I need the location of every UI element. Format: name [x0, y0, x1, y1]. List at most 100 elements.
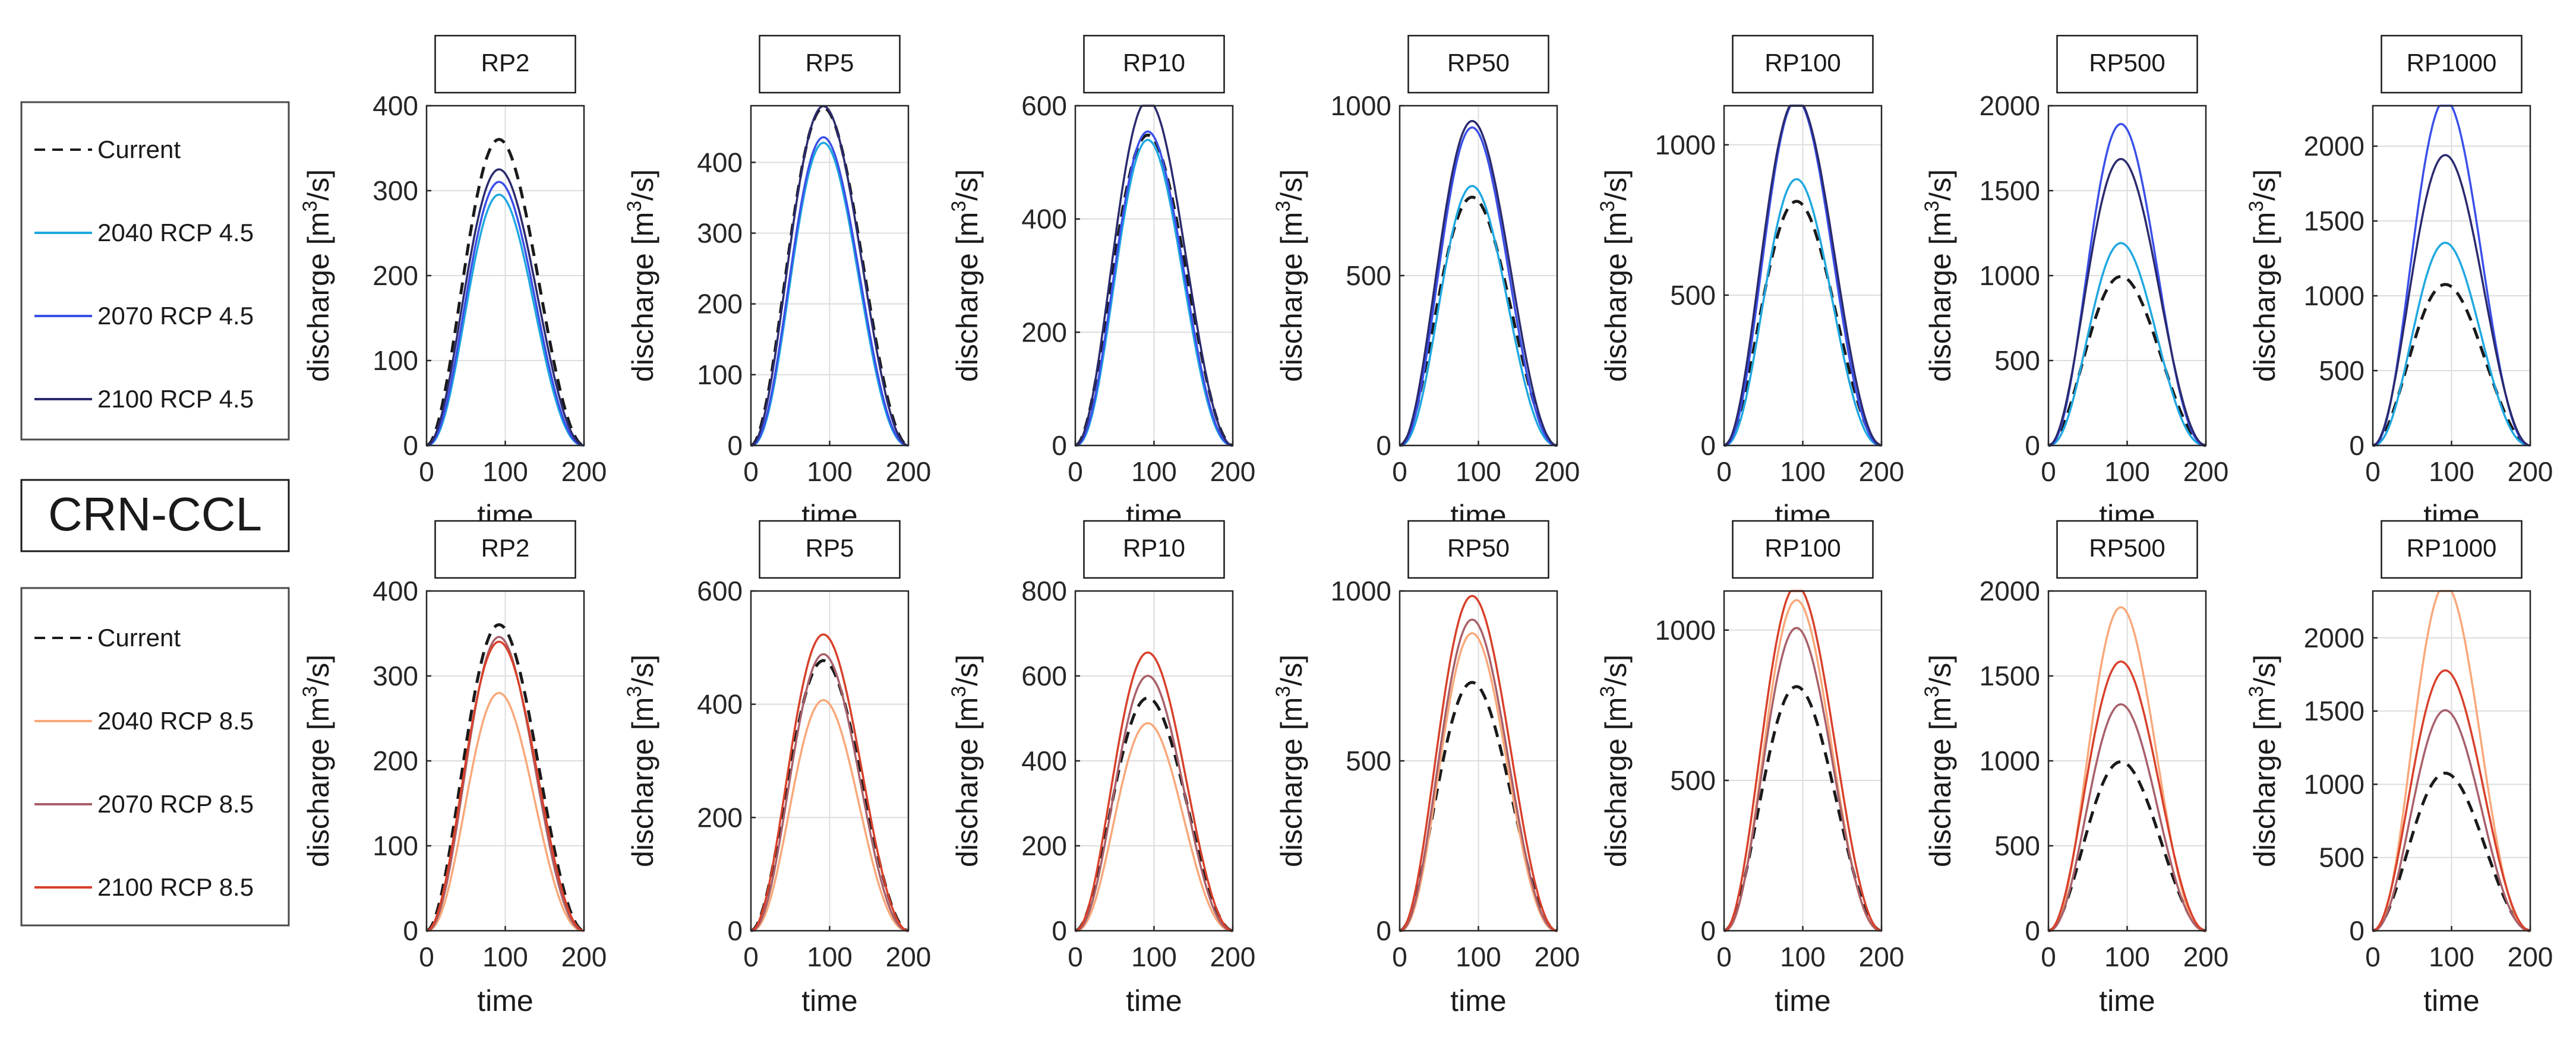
y-axis-label-main: discharge [m	[951, 697, 984, 867]
series-line-2100-rcp-8-5	[1075, 651, 1233, 932]
panel-title-box	[1407, 520, 1549, 579]
panel-1-RP5: RP5 0 200 400 600 0 100 200 time discharge [m3/s]	[623, 520, 931, 1017]
legend-rcp45-box	[20, 101, 290, 441]
series-line-2100-rcp-8-5	[426, 640, 585, 932]
y-axis-label-end: /s]	[1924, 169, 1957, 201]
y-tick-label: 1500	[1980, 175, 2040, 206]
series-line-2070-rcp-8-5	[2048, 703, 2206, 932]
panel-title: RP1000	[2407, 534, 2497, 562]
y-tick-label: 1000	[1331, 90, 1391, 121]
y-tick-label: 0	[1700, 915, 1716, 946]
y-axis-label: discharge [m3/s]	[1596, 655, 1633, 867]
y-tick-label: 1000	[1331, 576, 1391, 606]
x-tick-label: 200	[1535, 456, 1580, 487]
series-line-2100-rcp-4-5	[426, 168, 585, 447]
y-tick-label: 300	[372, 660, 418, 691]
y-axis-label-main: discharge [m	[302, 212, 335, 382]
x-tick-label: 200	[1210, 941, 1256, 972]
y-tick-label: 500	[1994, 830, 2040, 861]
y-axis-label-sup: 3	[2245, 201, 2268, 212]
x-tick-label: 100	[1780, 456, 1826, 487]
y-axis-label: discharge [m3/s]	[623, 655, 659, 867]
series-line-2040-rcp-8-5	[1399, 632, 1558, 932]
y-axis-label-sup: 3	[948, 686, 970, 697]
series-line-2100-rcp-8-5	[2048, 660, 2206, 932]
series-line-current	[1723, 200, 1882, 447]
x-tick-label: 0	[1716, 456, 1732, 487]
y-tick-label: 2000	[1980, 90, 2040, 121]
x-tick-label: 100	[807, 456, 853, 487]
series-line-current	[426, 623, 585, 933]
y-axis-label-main: discharge [m	[2248, 697, 2281, 867]
series-line-2040-rcp-4-5	[426, 193, 585, 447]
x-tick-label: 100	[1780, 941, 1826, 972]
panel-1-RP50: RP50 0 500 1000 0 100 200 time discharge [m3/s]	[1272, 520, 1580, 1017]
y-tick-label: 300	[372, 175, 418, 206]
x-tick-label: 100	[807, 941, 853, 972]
series-line-2040-rcp-8-5	[426, 691, 585, 932]
series-line-2100-rcp-4-5	[2048, 157, 2206, 447]
y-tick-label: 500	[1346, 745, 1391, 776]
x-tick-label: 0	[2041, 456, 2056, 487]
y-tick-label: 200	[1021, 830, 1067, 861]
y-tick-label: 500	[1670, 765, 1716, 796]
x-axis-label: time	[801, 984, 857, 1017]
y-axis-label-end: /s]	[1599, 655, 1633, 686]
y-axis-label-main: discharge [m	[1599, 212, 1633, 382]
y-tick-label: 500	[1346, 260, 1391, 291]
y-tick-label: 0	[403, 430, 418, 461]
panel-title: RP100	[1764, 534, 1841, 562]
x-tick-label: 100	[482, 456, 528, 487]
series-line-2100-rcp-4-5	[1399, 119, 1558, 447]
y-axis-label-end: /s]	[951, 169, 984, 201]
x-tick-label: 100	[2104, 456, 2150, 487]
y-axis-label-sup: 3	[299, 201, 321, 212]
x-tick-label: 200	[1535, 941, 1580, 972]
x-axis-label: time	[1450, 984, 1506, 1017]
legend-rcp45-label-2070: 2070 RCP 4.5	[97, 302, 254, 330]
panel-title: RP2	[481, 534, 530, 562]
panel-title: RP100	[1764, 49, 1841, 77]
y-tick-label: 0	[1052, 915, 1067, 946]
y-tick-label: 200	[372, 260, 418, 291]
y-tick-label: 2000	[1980, 576, 2040, 606]
legend-rcp45-label-2040: 2040 RCP 4.5	[97, 219, 254, 246]
x-tick-label: 200	[561, 941, 607, 972]
series-line-2070-rcp-4-5	[750, 136, 909, 447]
x-tick-label: 200	[1859, 941, 1905, 972]
y-axis-label-main: discharge [m	[1924, 697, 1957, 867]
y-tick-label: 500	[2319, 842, 2365, 873]
panel-title-box	[2056, 520, 2198, 579]
panel-title-box	[1732, 520, 1874, 579]
series-line-2100-rcp-8-5	[750, 633, 909, 932]
x-tick-label: 0	[2041, 941, 2056, 972]
y-axis-label-end: /s]	[626, 169, 659, 201]
y-tick-label: 600	[1021, 90, 1067, 121]
legend-rcp85-label-2070: 2070 RCP 8.5	[97, 790, 254, 818]
panel-title: RP10	[1123, 534, 1185, 562]
y-tick-label: 0	[2349, 915, 2365, 946]
panel-title-box	[1083, 34, 1225, 94]
panel-title: RP2	[481, 49, 530, 77]
y-tick-label: 2000	[2304, 131, 2365, 162]
panel-title-box	[759, 520, 901, 579]
y-tick-label: 600	[1021, 660, 1067, 691]
x-tick-label: 0	[743, 456, 759, 487]
y-axis-label-sup: 3	[1921, 686, 1943, 697]
y-tick-label: 0	[1052, 430, 1067, 461]
y-tick-label: 200	[1021, 317, 1067, 347]
figure-label: CRN-CCL	[20, 479, 290, 552]
y-axis-label-end: /s]	[626, 655, 659, 686]
y-axis-label-main: discharge [m	[1275, 212, 1308, 382]
series-line-2100-rcp-8-5	[1399, 595, 1558, 932]
series-line-2040-rcp-4-5	[2048, 242, 2206, 447]
y-tick-label: 0	[2349, 430, 2365, 461]
panel-title: RP500	[2089, 49, 2165, 77]
panel-title: RP50	[1447, 534, 1510, 562]
y-axis-label: discharge [m3/s]	[948, 169, 984, 382]
series-line-2070-rcp-4-5	[1399, 126, 1558, 447]
